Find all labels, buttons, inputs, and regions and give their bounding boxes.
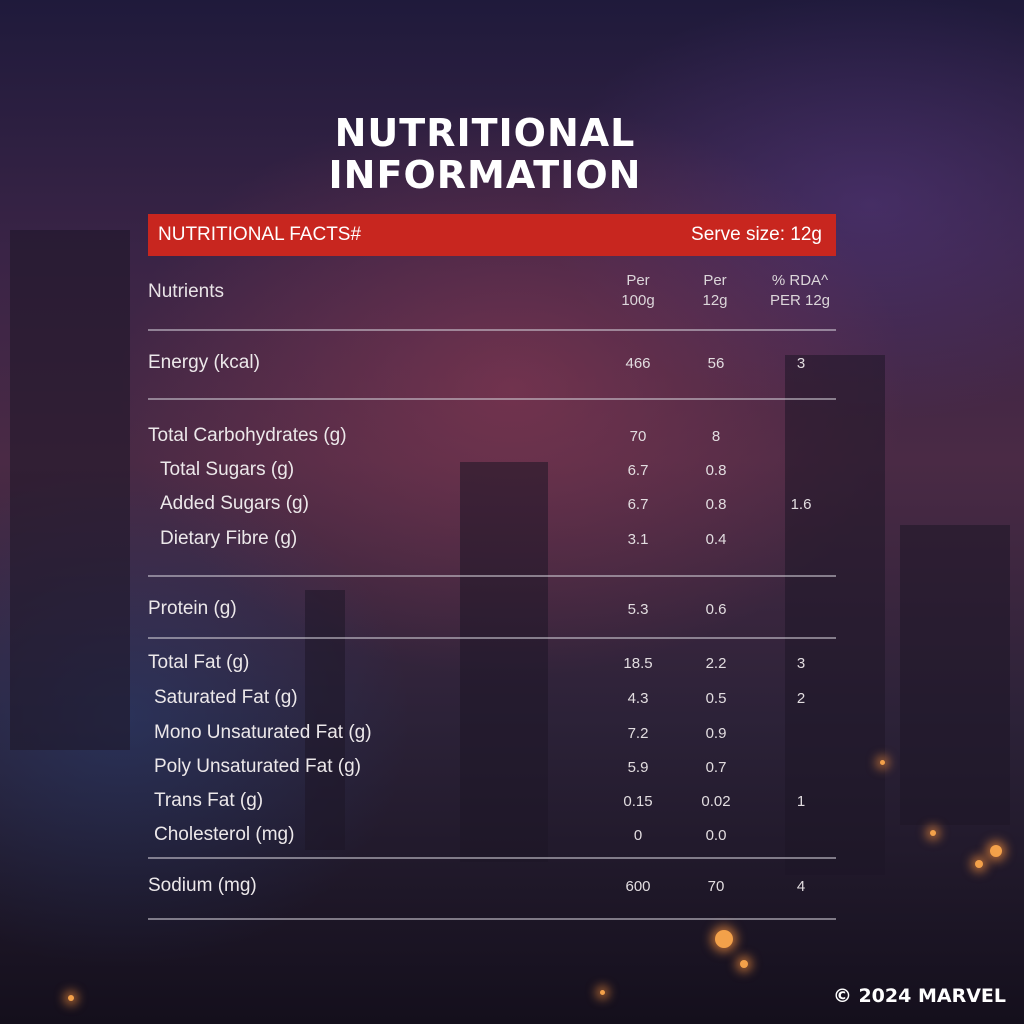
divider <box>148 857 836 859</box>
facts-header-bar: NUTRITIONAL FACTS# Serve size: 12g <box>148 214 836 256</box>
divider <box>148 918 836 920</box>
value-per-12g: 8 <box>711 428 721 445</box>
value-per-100g: 5.9 <box>627 759 649 776</box>
value-per-100g: 600 <box>625 878 651 895</box>
nutrient-name: Mono Unsaturated Fat (g) <box>154 722 372 743</box>
value-per-100g: 466 <box>625 355 651 372</box>
table-row: Cholesterol (mg) 0 0.0 <box>0 824 1024 858</box>
divider <box>148 575 836 577</box>
value-per-12g: 0.5 <box>705 690 727 707</box>
value-per-12g: 56 <box>707 355 725 372</box>
value-per-100g: 18.5 <box>623 655 653 672</box>
value-rda: 1.6 <box>790 496 812 513</box>
value-per-12g: 0.9 <box>705 725 727 742</box>
value-per-100g: 0.15 <box>623 793 653 810</box>
table-row: Total Sugars (g) 6.7 0.8 <box>0 459 1024 493</box>
value-per-100g: 6.7 <box>627 496 649 513</box>
value-per-12g: 0.4 <box>705 531 727 548</box>
table-row: Total Carbohydrates (g) 70 8 <box>0 425 1024 459</box>
value-rda: 4 <box>796 878 806 895</box>
table-row: Dietary Fibre (g) 3.1 0.4 <box>0 528 1024 562</box>
value-per-12g: 0.0 <box>705 827 727 844</box>
value-per-12g: 0.8 <box>705 496 727 513</box>
value-per-12g: 0.7 <box>705 759 727 776</box>
value-per-12g: 70 <box>707 878 725 895</box>
table-row: Saturated Fat (g) 4.3 0.5 2 <box>0 687 1024 721</box>
nutrient-name: Protein (g) <box>148 598 237 619</box>
column-header-rda: % RDA^ PER 12g <box>769 272 831 309</box>
nutrient-name: Dietary Fibre (g) <box>160 528 298 549</box>
value-per-100g: 70 <box>629 428 647 445</box>
table-row: Protein (g) 5.3 0.6 <box>0 598 1024 632</box>
divider <box>148 637 836 639</box>
divider <box>148 329 836 331</box>
table-row: Energy (kcal) 466 56 3 <box>0 352 1024 386</box>
value-per-12g: 0.8 <box>705 462 727 479</box>
value-per-100g: 7.2 <box>627 725 649 742</box>
divider <box>148 398 836 400</box>
value-per-100g: 6.7 <box>627 462 649 479</box>
value-rda: 2 <box>796 690 806 707</box>
column-header-per-100g: Per 100g <box>621 272 655 309</box>
value-per-100g: 5.3 <box>627 601 649 618</box>
table-row: Total Fat (g) 18.5 2.2 3 <box>0 652 1024 686</box>
serve-size-label: Serve size: 12g <box>691 224 822 245</box>
table-row: Trans Fat (g) 0.15 0.02 1 <box>0 790 1024 824</box>
nutrient-name: Trans Fat (g) <box>154 790 264 811</box>
column-header-nutrients: Nutrients <box>148 281 225 302</box>
value-per-100g: 0 <box>633 827 643 844</box>
nutrient-name: Sodium (mg) <box>148 875 257 896</box>
value-rda: 3 <box>796 355 806 372</box>
copyright-notice: © 2024 MARVEL <box>832 985 1006 1007</box>
nutrient-name: Energy (kcal) <box>148 352 260 373</box>
nutrient-name: Total Fat (g) <box>148 652 250 673</box>
nutrient-name: Total Carbohydrates (g) <box>148 425 347 446</box>
table-row: Poly Unsaturated Fat (g) 5.9 0.7 <box>0 756 1024 790</box>
value-rda: 1 <box>796 793 806 810</box>
value-per-100g: 4.3 <box>627 690 649 707</box>
column-header-per-12g: Per 12g <box>702 272 728 309</box>
facts-header-label: NUTRITIONAL FACTS# <box>158 224 362 245</box>
nutrient-name: Saturated Fat (g) <box>154 687 298 708</box>
value-per-100g: 3.1 <box>627 531 649 548</box>
value-per-12g: 0.6 <box>705 601 727 618</box>
page-title: NUTRITIONAL INFORMATION <box>328 111 642 197</box>
nutrient-name: Added Sugars (g) <box>160 493 309 514</box>
value-per-12g: 0.02 <box>701 793 731 810</box>
value-per-12g: 2.2 <box>705 655 727 672</box>
table-row: Sodium (mg) 600 70 4 <box>0 875 1024 909</box>
table-row: Added Sugars (g) 6.7 0.8 1.6 <box>0 493 1024 527</box>
nutrient-name: Total Sugars (g) <box>160 459 295 480</box>
value-rda: 3 <box>796 655 806 672</box>
nutrient-name: Cholesterol (mg) <box>154 824 295 845</box>
table-row: Mono Unsaturated Fat (g) 7.2 0.9 <box>0 722 1024 756</box>
nutrient-name: Poly Unsaturated Fat (g) <box>154 756 361 777</box>
